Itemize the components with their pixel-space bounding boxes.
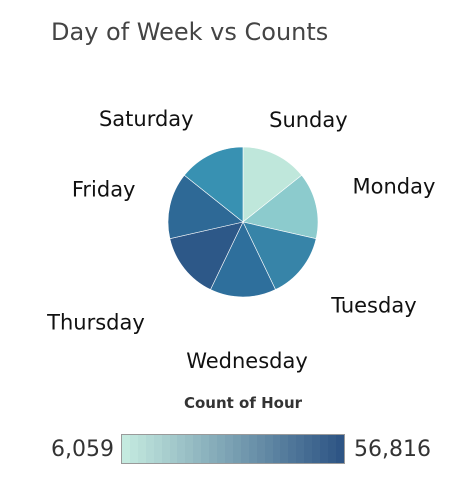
slice-label-monday: Monday <box>353 175 436 199</box>
pie-slice-sunday[interactable] <box>242 146 303 223</box>
pie-slice-wednesday[interactable] <box>210 221 276 298</box>
legend-color-step <box>201 435 210 463</box>
legend-color-step <box>153 435 162 463</box>
legend-color-step <box>248 435 257 463</box>
color-legend-bar <box>121 434 345 464</box>
pie-slice-thursday[interactable] <box>169 221 244 290</box>
legend-color-step <box>288 435 297 463</box>
pie-slice-saturday[interactable] <box>183 146 244 223</box>
legend-color-step <box>240 435 249 463</box>
legend-color-step <box>224 435 233 463</box>
pie-slice-monday[interactable] <box>242 174 319 240</box>
slice-label-thursday: Thursday <box>46 310 145 334</box>
legend-color-step <box>256 435 265 463</box>
slice-label-saturday: Saturday <box>99 107 194 131</box>
legend-color-step <box>272 435 281 463</box>
pie-slice-tuesday[interactable] <box>242 221 317 290</box>
slice-label-sunday: Sunday <box>269 108 348 132</box>
legend-color-step <box>264 435 273 463</box>
legend-color-step <box>209 435 218 463</box>
legend-color-step <box>169 435 178 463</box>
legend-color-step <box>232 435 241 463</box>
legend-min-label: 6,059 <box>51 437 114 462</box>
slice-label-tuesday: Tuesday <box>330 293 416 317</box>
legend-color-step <box>177 435 186 463</box>
legend-color-step <box>122 435 130 463</box>
legend-max-label: 56,816 <box>354 437 431 462</box>
legend-color-step <box>304 435 313 463</box>
chart-title: Day of Week vs Counts <box>51 18 329 46</box>
slice-label-wednesday: Wednesday <box>186 349 308 373</box>
pie-slice-friday[interactable] <box>167 174 244 240</box>
legend-color-step <box>327 435 336 463</box>
legend-color-step <box>137 435 146 463</box>
legend-color-step <box>217 435 225 463</box>
legend-color-step <box>312 435 321 463</box>
legend-color-step <box>320 435 328 463</box>
legend-color-step <box>145 435 154 463</box>
legend-color-step <box>193 435 202 463</box>
legend-title: Count of Hour <box>183 394 303 412</box>
legend-color-step <box>280 435 289 463</box>
legend-color-step <box>129 435 138 463</box>
slice-label-friday: Friday <box>72 178 136 202</box>
legend-color-step <box>185 435 194 463</box>
legend-color-step <box>296 435 305 463</box>
legend-color-step <box>335 435 344 463</box>
legend-color-step <box>161 435 170 463</box>
